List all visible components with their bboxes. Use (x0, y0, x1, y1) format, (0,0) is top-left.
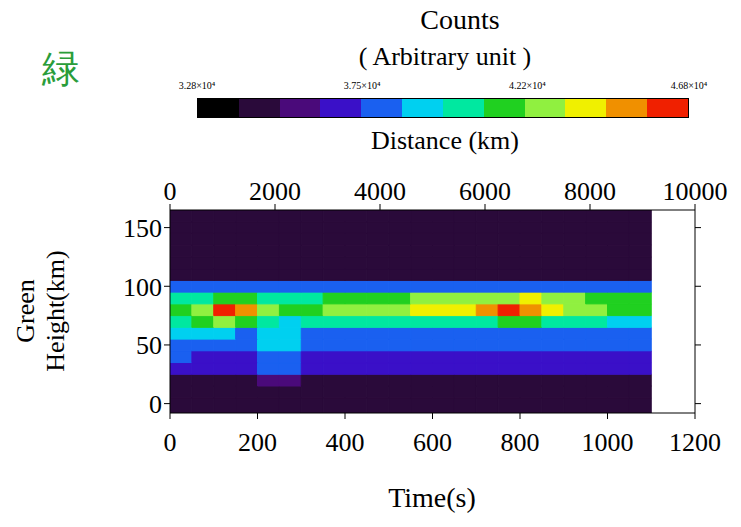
html-text:Time(s): Time(s) (388, 482, 476, 513)
svg-text:1000: 1000 (582, 428, 634, 457)
html-text:4.68×10⁴: 4.68×10⁴ (670, 80, 708, 91)
svg-text:600: 600 (413, 428, 452, 457)
svg-text:6000: 6000 (459, 177, 511, 206)
svg-text:10000: 10000 (663, 177, 728, 206)
html-text:緑: 緑 (42, 47, 80, 91)
html-text:Green: Green (11, 279, 40, 343)
svg-text:400: 400 (326, 428, 365, 457)
html-text:Height(km): Height(km) (41, 250, 70, 372)
html-text:Distance (km): Distance (km) (371, 126, 519, 155)
svg-text:1200: 1200 (669, 428, 721, 457)
html-text:( Arbitrary unit ): ( Arbitrary unit ) (358, 42, 532, 71)
svg-text:200: 200 (238, 428, 277, 457)
svg-text:4000: 4000 (354, 177, 406, 206)
svg-text:150: 150 (123, 214, 162, 243)
html-text:Counts: Counts (420, 4, 500, 35)
svg-text:2000: 2000 (249, 177, 301, 206)
html-text:3.28×10⁴: 3.28×10⁴ (178, 80, 216, 91)
html-text:3.75×10⁴: 3.75×10⁴ (343, 80, 381, 91)
svg-text:100: 100 (123, 273, 162, 302)
svg-text:800: 800 (501, 428, 540, 457)
svg-text:0: 0 (164, 177, 177, 206)
svg-text:0: 0 (164, 428, 177, 457)
svg-text:50: 50 (136, 331, 162, 360)
svg-text:0: 0 (149, 390, 162, 419)
html-text:4.22×10⁴: 4.22×10⁴ (509, 80, 546, 91)
svg-text:8000: 8000 (564, 177, 616, 206)
